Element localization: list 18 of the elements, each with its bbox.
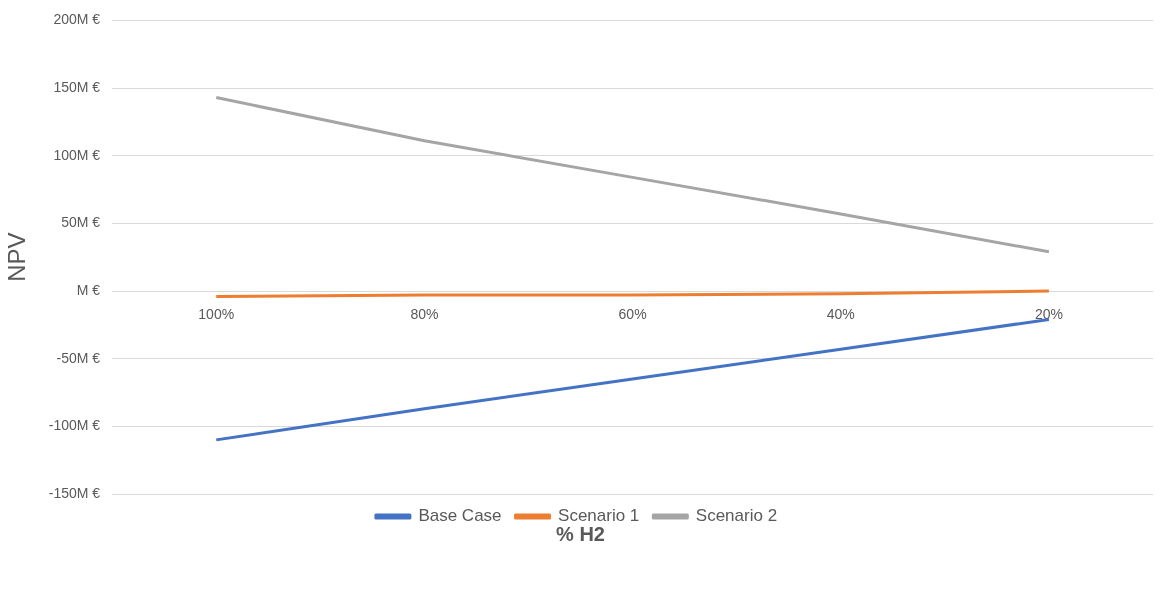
y-tick-label: 100M € bbox=[53, 146, 101, 163]
y-tick-label: -50M € bbox=[56, 349, 101, 366]
x-tick-label: 60% bbox=[618, 306, 647, 323]
y-tick-label: 50M € bbox=[61, 214, 101, 231]
y-tick-label: -150M € bbox=[48, 484, 101, 501]
legend-label: Base Case bbox=[418, 506, 502, 526]
y-tick-label: 200M € bbox=[53, 11, 101, 28]
x-tick-label: 40% bbox=[826, 306, 855, 323]
legend-label: Scenario 2 bbox=[695, 506, 778, 526]
x-tick-label: 80% bbox=[410, 306, 439, 323]
x-tick-label: 20% bbox=[1034, 306, 1063, 323]
y-axis-title: NPV bbox=[3, 232, 31, 282]
x-tick-label: 100% bbox=[198, 306, 235, 323]
y-tick-label: 150M € bbox=[53, 78, 101, 95]
y-tick-label: -100M € bbox=[48, 417, 101, 434]
x-axis-title: % H2 bbox=[556, 523, 605, 545]
legend-label: Scenario 1 bbox=[558, 506, 640, 526]
y-tick-label: M € bbox=[76, 281, 101, 298]
